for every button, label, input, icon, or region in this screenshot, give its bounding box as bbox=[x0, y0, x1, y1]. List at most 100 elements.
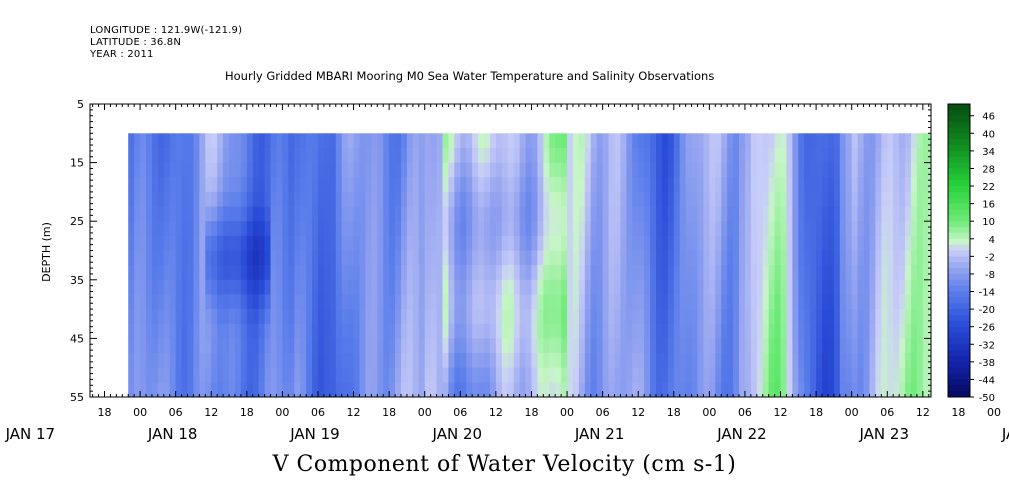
heatmap-cell bbox=[478, 323, 485, 339]
heatmap-cell bbox=[555, 265, 562, 281]
heatmap-cell bbox=[578, 382, 586, 397]
heatmap-cell bbox=[691, 177, 698, 193]
colorbar-label: 22 bbox=[982, 182, 995, 193]
heatmap-cell bbox=[685, 206, 692, 222]
heatmap-cell bbox=[246, 353, 254, 369]
heatmap-cell bbox=[567, 235, 574, 251]
heatmap-cell bbox=[193, 265, 200, 281]
heatmap-cell bbox=[816, 250, 823, 266]
heatmap-cell bbox=[691, 309, 698, 325]
heatmap-cell bbox=[655, 250, 663, 266]
heatmap-cell bbox=[804, 382, 811, 397]
heatmap-cell bbox=[335, 177, 343, 193]
heatmap-cell bbox=[661, 235, 669, 251]
heatmap-cell bbox=[881, 221, 888, 237]
heatmap-cell bbox=[744, 235, 752, 251]
heatmap-cell bbox=[234, 279, 242, 295]
heatmap-cell bbox=[466, 221, 473, 237]
heatmap-cell bbox=[128, 133, 135, 149]
heatmap-cell bbox=[578, 279, 586, 295]
heatmap-cell bbox=[240, 367, 248, 383]
heatmap-cell bbox=[715, 235, 722, 251]
heatmap-cell bbox=[822, 309, 829, 325]
heatmap-cell bbox=[881, 294, 888, 310]
y-tick-label: 35 bbox=[70, 274, 84, 287]
heatmap-cell bbox=[584, 206, 592, 222]
heatmap-cell bbox=[804, 221, 811, 237]
x-hour-label: 12 bbox=[347, 406, 361, 419]
heatmap-cell bbox=[739, 309, 746, 325]
heatmap-cell bbox=[905, 235, 912, 251]
heatmap-cell bbox=[246, 221, 254, 237]
heatmap-cell bbox=[140, 133, 147, 149]
heatmap-cell bbox=[157, 235, 165, 251]
heatmap-cell bbox=[845, 353, 853, 369]
heatmap-cell bbox=[448, 382, 455, 397]
heatmap-cell bbox=[584, 250, 592, 266]
heatmap-cell bbox=[816, 162, 823, 178]
heatmap-cell bbox=[596, 147, 604, 163]
heatmap-cell bbox=[905, 133, 912, 149]
heatmap-cell bbox=[703, 235, 710, 251]
heatmap-cell bbox=[424, 162, 432, 178]
heatmap-cell bbox=[786, 162, 793, 178]
heatmap-cell bbox=[922, 250, 930, 266]
heatmap-cell bbox=[478, 382, 485, 397]
heatmap-cell bbox=[869, 162, 876, 178]
heatmap-cell bbox=[163, 367, 171, 383]
heatmap-cell bbox=[673, 250, 681, 266]
heatmap-cell bbox=[513, 294, 520, 310]
heatmap-cell bbox=[282, 133, 289, 149]
heatmap-cell bbox=[590, 338, 598, 354]
heatmap-cell bbox=[401, 353, 408, 369]
heatmap-cell bbox=[300, 206, 307, 222]
heatmap-cell bbox=[211, 162, 218, 178]
heatmap-cell bbox=[181, 221, 188, 237]
heatmap-cell bbox=[341, 177, 349, 193]
heatmap-cell bbox=[460, 250, 467, 266]
heatmap-cell bbox=[240, 235, 248, 251]
heatmap-cell bbox=[217, 294, 224, 310]
heatmap-cell bbox=[673, 279, 681, 295]
heatmap-cell bbox=[223, 235, 230, 251]
heatmap-cell bbox=[211, 338, 218, 354]
heatmap-cell bbox=[833, 177, 841, 193]
heatmap-cell bbox=[733, 235, 740, 251]
heatmap-cell bbox=[264, 294, 271, 310]
heatmap-cell bbox=[655, 338, 663, 354]
heatmap-cell bbox=[786, 177, 793, 193]
heatmap-cell bbox=[578, 206, 586, 222]
heatmap-cell bbox=[276, 191, 283, 207]
heatmap-cell bbox=[863, 367, 870, 383]
colorbar-bin bbox=[948, 156, 970, 164]
heatmap-cell bbox=[567, 147, 574, 163]
heatmap-cell bbox=[323, 235, 331, 251]
heatmap-cell bbox=[401, 279, 408, 295]
heatmap-cell bbox=[845, 235, 853, 251]
heatmap-cell bbox=[531, 323, 538, 339]
heatmap-cell bbox=[632, 147, 639, 163]
heatmap-cell bbox=[703, 206, 710, 222]
heatmap-cell bbox=[300, 177, 307, 193]
heatmap-cell bbox=[816, 147, 823, 163]
heatmap-cell bbox=[744, 250, 752, 266]
heatmap-cell bbox=[839, 133, 847, 149]
heatmap-cell bbox=[501, 133, 509, 149]
heatmap-cell bbox=[679, 147, 687, 163]
heatmap-cell bbox=[614, 235, 621, 251]
heatmap-cell bbox=[810, 250, 817, 266]
heatmap-cell bbox=[181, 338, 188, 354]
heatmap-cell bbox=[816, 279, 823, 295]
heatmap-cell bbox=[317, 221, 325, 237]
heatmap-cell bbox=[424, 294, 432, 310]
heatmap-cell bbox=[626, 309, 633, 325]
heatmap-cell bbox=[922, 206, 930, 222]
heatmap-cell bbox=[584, 177, 592, 193]
heatmap-cell bbox=[638, 221, 645, 237]
heatmap-cell bbox=[525, 382, 532, 397]
heatmap-cell bbox=[667, 265, 675, 281]
heatmap-cell bbox=[211, 133, 218, 149]
heatmap-cell bbox=[893, 265, 900, 281]
heatmap-cell bbox=[715, 382, 722, 397]
heatmap-cell bbox=[715, 221, 722, 237]
